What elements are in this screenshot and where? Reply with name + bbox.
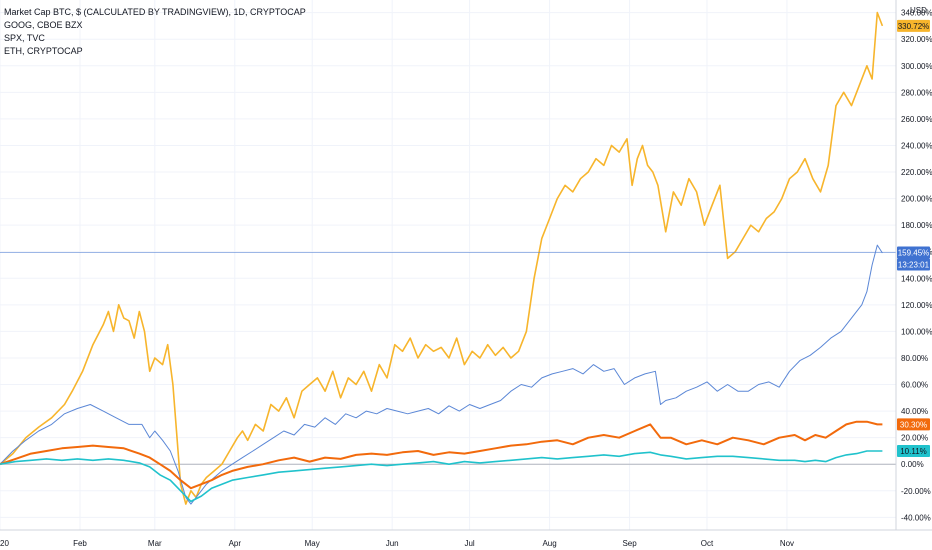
y-tick-label: 140.00%: [901, 274, 932, 283]
x-tick-label: Apr: [229, 539, 242, 548]
x-tick-label: May: [305, 539, 320, 548]
y-tick-label: 340.00%: [901, 9, 932, 18]
badge-time: 13:23:01: [897, 258, 930, 271]
series-layer: [0, 11, 884, 505]
x-tick-label: Feb: [73, 539, 87, 548]
series-line-0[interactable]: [0, 11, 884, 505]
x-tick-label: 20: [0, 539, 9, 548]
legend-btc[interactable]: Market Cap BTC, $ (CALCULATED BY TRADING…: [4, 7, 306, 17]
series-line-1[interactable]: [0, 244, 883, 505]
y-tick-label: -40.00%: [901, 513, 931, 522]
x-tick-label: Aug: [542, 539, 556, 548]
grid-layer: [0, 0, 896, 530]
series-line-2[interactable]: [0, 420, 883, 490]
x-tick-label: Jul: [464, 539, 474, 548]
y-tick-label: 300.00%: [901, 62, 932, 71]
badge-layer: 330.72% 159.45% 13:23:01 30.30% 10.11%: [897, 19, 930, 457]
currency-label: USD: [910, 6, 927, 15]
badge-btc: 159.45%: [897, 246, 930, 259]
y-tick-label: 100.00%: [901, 327, 932, 336]
legend-spx[interactable]: SPX, TVC: [4, 33, 45, 43]
legend[interactable]: Market Cap BTC, $ (CALCULATED BY TRADING…: [4, 6, 306, 58]
y-tick-label: 320.00%: [901, 35, 932, 44]
svg-text:10.11%: 10.11%: [900, 447, 927, 456]
x-tick-label: Jun: [386, 539, 399, 548]
y-tick-label: 200.00%: [901, 195, 932, 204]
badge-eth: 330.72%: [897, 19, 930, 32]
y-tick-label: 0.00%: [901, 460, 924, 469]
badge-spx: 10.11%: [897, 444, 930, 457]
y-tick-label: 260.00%: [901, 115, 932, 124]
y-tick-label: 40.00%: [901, 407, 928, 416]
y-tick-label: 280.00%: [901, 88, 932, 97]
svg-text:159.45%: 159.45%: [898, 248, 930, 257]
y-tick-label: 180.00%: [901, 221, 932, 230]
x-tick-label: Sep: [622, 539, 637, 548]
x-tick-label: Mar: [148, 539, 162, 548]
y-tick-label: 240.00%: [901, 141, 932, 150]
y-tick-label: 80.00%: [901, 354, 928, 363]
y-tick-label: 220.00%: [901, 168, 932, 177]
x-tick-label: Nov: [780, 539, 794, 548]
legend-goog[interactable]: GOOG, CBOE BZX: [4, 20, 83, 30]
y-tick-label: -20.00%: [901, 487, 931, 496]
svg-text:30.30%: 30.30%: [900, 420, 927, 429]
y-tick-label: 60.00%: [901, 381, 928, 390]
y-tick-label: 20.00%: [901, 434, 928, 443]
y-tick-label: 120.00%: [901, 301, 932, 310]
x-tick-label: Oct: [701, 539, 714, 548]
series-line-3[interactable]: [0, 450, 883, 503]
badge-goog: 30.30%: [897, 418, 930, 431]
svg-text:13:23:01: 13:23:01: [898, 260, 930, 269]
svg-text:330.72%: 330.72%: [898, 22, 930, 31]
legend-eth[interactable]: ETH, CRYPTOCAP: [4, 46, 83, 56]
